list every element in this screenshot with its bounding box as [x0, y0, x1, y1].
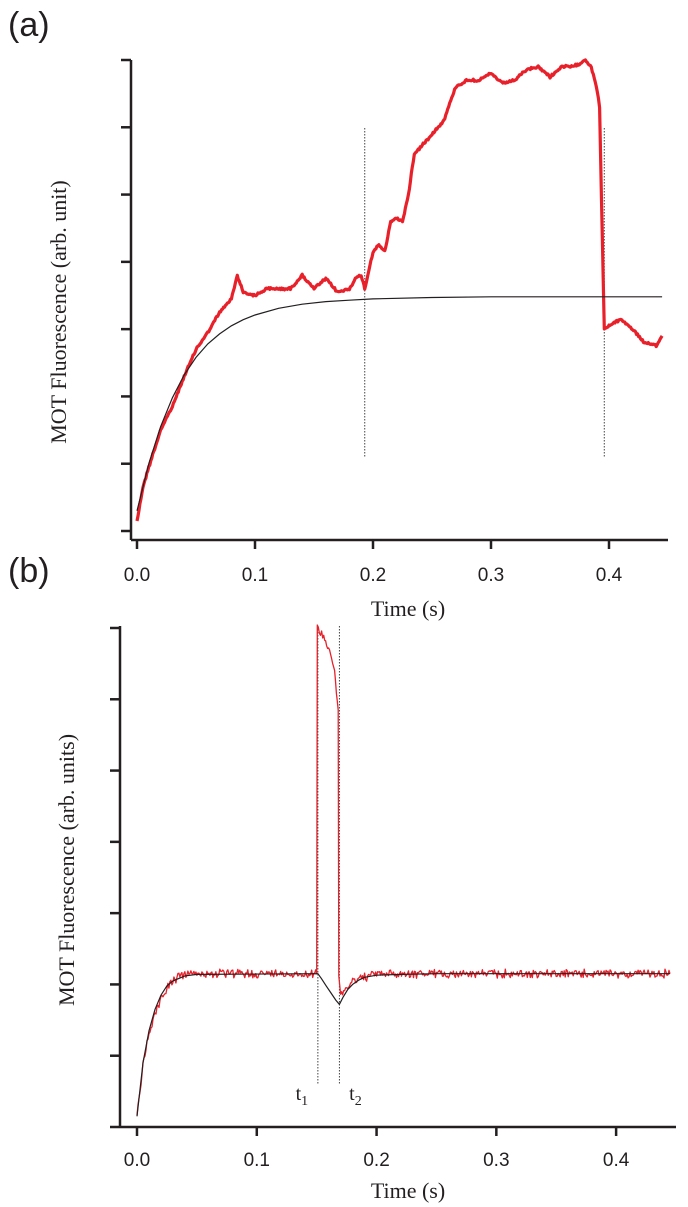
time-marker-label: t1 — [296, 1083, 309, 1109]
panel-b-x-axis-title: Time (s) — [371, 1178, 445, 1203]
panel-a-x-axis-title: Time (s) — [371, 596, 445, 621]
panel-a-y-axis-title: MOT Fluorescence (arb. unit) — [46, 180, 71, 444]
x-tick-label: 0.2 — [363, 1150, 389, 1171]
panel-a-x-ticks: 0.0 0.1 0.2 0.3 0.4 — [124, 540, 623, 586]
panel-b: (b) 0.0 0.1 0.2 0.3 0.4 t1 t2 Time (s) MOT Fl… — [8, 552, 676, 1203]
panel-a: (a) 0.0 0.1 0.2 0.3 0.4 Time (s) MOT Fluores… — [8, 6, 668, 621]
fit-series-line — [136, 973, 670, 1117]
panel-a-label: (a) — [8, 6, 50, 44]
x-tick-label: 0.1 — [244, 1150, 270, 1171]
x-tick-label: 0.4 — [596, 565, 623, 586]
x-tick-label: 0.1 — [242, 565, 268, 586]
panel-b-marker-lines — [317, 626, 340, 1085]
x-tick-label: 0.2 — [360, 565, 386, 586]
panel-b-y-axis-title: MOT Fluorescence (arb. units) — [54, 734, 79, 1006]
panel-a-marker-lines — [364, 128, 605, 458]
fit-series-line — [136, 296, 663, 511]
panel-a-axes — [121, 58, 668, 542]
time-marker-label: t2 — [349, 1083, 362, 1109]
panel-b-x-ticks: 0.0 0.1 0.2 0.3 0.4 — [124, 1127, 630, 1171]
panel-b-series — [136, 624, 671, 1117]
panel-b-axes — [110, 626, 676, 1129]
panel-b-time-markers: t1 t2 — [296, 1083, 362, 1109]
x-tick-label: 0.3 — [478, 565, 504, 586]
data-series-line — [135, 58, 664, 522]
x-tick-label: 0.0 — [124, 1150, 150, 1171]
x-tick-label: 0.0 — [124, 565, 150, 586]
x-tick-label: 0.3 — [483, 1150, 509, 1171]
panel-a-series — [135, 58, 664, 522]
panel-b-label: (b) — [8, 552, 50, 590]
data-series-line — [136, 624, 671, 1116]
x-tick-label: 0.4 — [603, 1150, 630, 1171]
